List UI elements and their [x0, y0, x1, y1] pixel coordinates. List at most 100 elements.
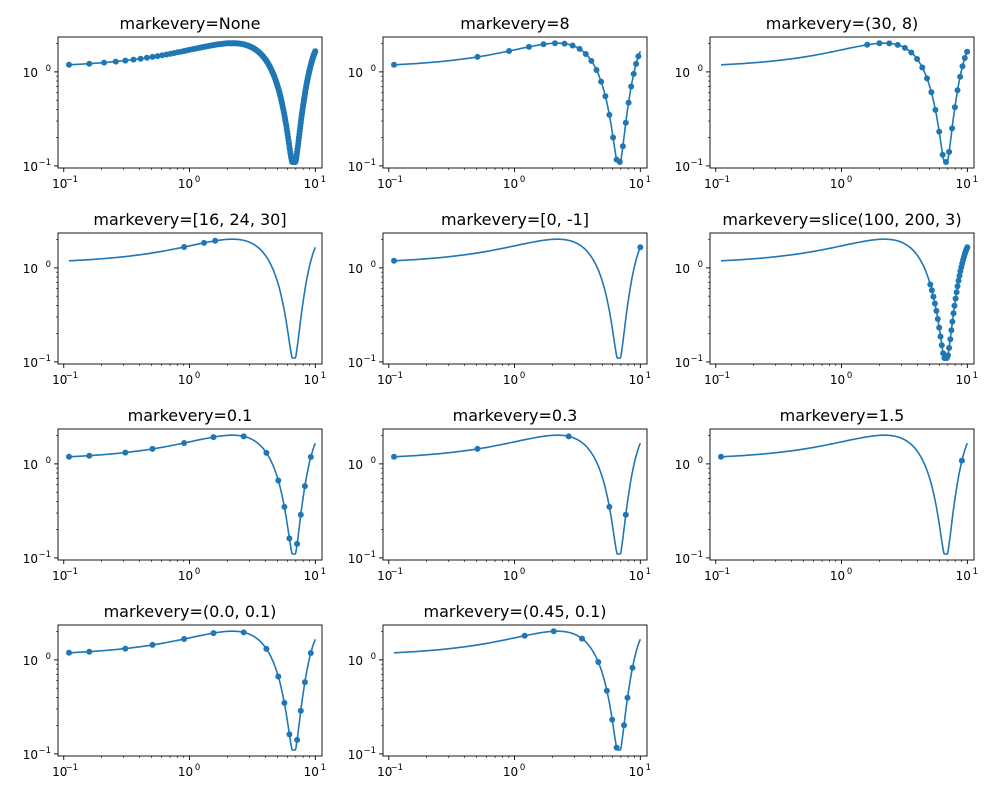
x-tick-exponent: 0 — [520, 371, 525, 381]
data-marker — [66, 453, 72, 460]
x-tick-exponent: 0 — [520, 763, 525, 773]
y-tick-exponent: −1 — [690, 354, 703, 364]
data-marker — [210, 434, 217, 441]
data-marker — [595, 659, 602, 665]
subplot-title: markevery=[0, -1] — [441, 210, 589, 229]
x-tick-exponent: 1 — [321, 371, 326, 381]
x-tick-label: 10 — [704, 569, 719, 583]
x-tick-exponent: 0 — [195, 371, 200, 381]
x-tick-label: 10 — [830, 569, 845, 583]
data-marker — [149, 53, 156, 60]
data-marker — [946, 344, 953, 351]
data-marker — [86, 60, 93, 67]
data-marker — [940, 350, 947, 357]
series-line — [720, 42, 969, 163]
data-marker — [964, 244, 971, 251]
data-marker — [550, 628, 557, 635]
data-marker — [602, 93, 609, 100]
subplot-title: markevery=8 — [460, 14, 569, 33]
data-marker — [86, 452, 93, 459]
data-marker — [210, 630, 217, 637]
x-tick-exponent: −1 — [390, 371, 403, 381]
axes-frame — [709, 232, 975, 365]
subplot-title: markevery=(0.45, 0.1) — [424, 602, 607, 621]
data-marker — [901, 44, 908, 51]
data-marker — [622, 511, 629, 518]
x-tick-exponent: −1 — [390, 763, 403, 773]
y-tick-exponent: −1 — [363, 354, 376, 364]
data-marker — [928, 89, 935, 96]
data-marker — [606, 503, 613, 510]
data-marker — [625, 99, 632, 106]
x-tick-exponent: −1 — [717, 567, 730, 577]
data-marker — [391, 453, 397, 460]
x-tick-label: 10 — [377, 765, 392, 779]
series-line — [720, 238, 969, 359]
data-marker — [938, 342, 945, 349]
data-marker — [610, 134, 617, 141]
data-marker — [919, 64, 926, 71]
data-marker — [864, 41, 871, 48]
data-marker — [474, 445, 481, 452]
x-tick-label: 10 — [830, 373, 845, 387]
data-marker — [561, 40, 568, 47]
y-tick-exponent: 0 — [698, 456, 703, 466]
x-tick-exponent: 1 — [973, 567, 978, 577]
axes-frame — [57, 428, 323, 561]
x-tick-label: 10 — [377, 569, 392, 583]
data-marker — [964, 48, 971, 55]
x-tick-exponent: 0 — [847, 567, 852, 577]
series-line — [393, 434, 642, 555]
data-marker — [928, 287, 935, 294]
data-marker — [112, 58, 119, 65]
data-marker — [946, 148, 953, 155]
data-marker — [952, 295, 959, 302]
y-tick-exponent: 0 — [371, 456, 376, 466]
data-marker — [86, 648, 93, 655]
data-marker — [628, 83, 635, 90]
data-marker — [576, 45, 583, 52]
data-marker — [297, 707, 304, 714]
y-tick-label: 10 — [348, 552, 363, 566]
y-tick-exponent: 0 — [698, 260, 703, 270]
data-marker — [294, 540, 301, 547]
data-marker — [240, 433, 247, 440]
subplot-title: markevery=0.3 — [453, 406, 578, 425]
data-marker — [122, 449, 129, 456]
x-tick-exponent: 1 — [646, 371, 651, 381]
data-marker — [924, 75, 930, 82]
data-marker — [286, 731, 293, 738]
data-marker — [959, 63, 966, 70]
x-tick-exponent: −1 — [390, 567, 403, 577]
y-tick-exponent: 0 — [698, 64, 703, 74]
subplot-9: markevery=1.510−1 10 0 10 110 −110 0 — [675, 406, 978, 583]
x-tick-label: 10 — [503, 177, 518, 191]
data-marker — [629, 664, 636, 671]
data-marker — [934, 316, 941, 322]
y-tick-exponent: 0 — [46, 64, 51, 74]
data-marker — [565, 433, 572, 440]
y-tick-label: 10 — [348, 66, 363, 80]
series-line — [393, 238, 642, 359]
y-tick-exponent: 0 — [371, 652, 376, 662]
data-marker — [622, 119, 629, 126]
data-marker — [948, 327, 955, 334]
data-marker — [297, 511, 304, 518]
data-marker — [391, 61, 397, 68]
y-tick-exponent: −1 — [38, 746, 51, 756]
data-marker — [301, 483, 308, 490]
x-tick-label: 10 — [52, 569, 67, 583]
x-tick-label: 10 — [178, 765, 193, 779]
data-marker — [616, 159, 623, 165]
subplot-title: markevery=(0.0, 0.1) — [104, 602, 277, 621]
data-marker — [939, 151, 946, 158]
data-marker — [294, 736, 301, 743]
x-tick-exponent: 0 — [195, 763, 200, 773]
subplot-4: markevery=[16, 24, 30]10−1 10 0 10 110 −110 0 — [23, 210, 326, 387]
data-marker — [955, 277, 962, 284]
x-tick-label: 10 — [956, 177, 971, 191]
subplot-10: markevery=(0.0, 0.1)10−1 10 0 10 110 −110 0 — [23, 602, 326, 779]
x-tick-exponent: −1 — [65, 763, 78, 773]
x-tick-label: 10 — [304, 569, 319, 583]
data-marker — [951, 302, 958, 309]
